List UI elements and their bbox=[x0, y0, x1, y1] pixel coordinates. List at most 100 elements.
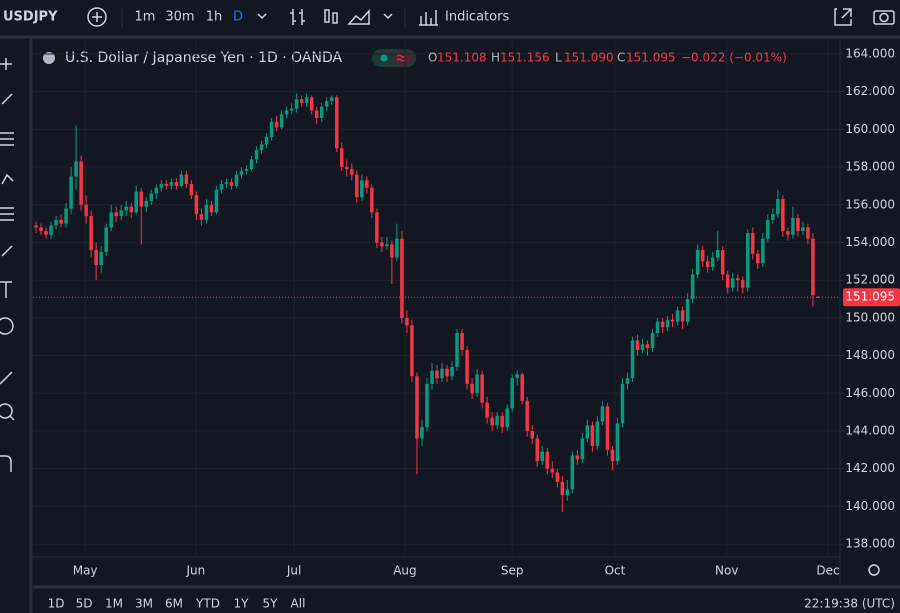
add-symbol[interactable] bbox=[87, 7, 107, 27]
candle-body bbox=[665, 319, 670, 328]
range-button[interactable]: YTD bbox=[195, 597, 220, 611]
candle-body bbox=[254, 150, 259, 160]
candle-body bbox=[420, 427, 424, 439]
candle-body bbox=[209, 204, 214, 213]
candle-body bbox=[234, 174, 239, 186]
candle-body bbox=[370, 187, 374, 213]
range-button[interactable]: 3M bbox=[135, 597, 153, 611]
interval-button[interactable]: D bbox=[233, 10, 243, 25]
candle-body bbox=[766, 219, 770, 239]
chart-type-icons[interactable] bbox=[290, 9, 393, 25]
candle-body bbox=[490, 417, 494, 426]
candle-body bbox=[776, 199, 780, 215]
candle-body bbox=[645, 344, 650, 349]
range-button[interactable]: 1D bbox=[48, 597, 65, 611]
candle-body bbox=[264, 136, 269, 145]
candle-body bbox=[450, 366, 454, 377]
candle-body bbox=[525, 400, 529, 431]
candle-body bbox=[44, 231, 48, 235]
range-button[interactable]: All bbox=[291, 597, 306, 611]
ohlc-key: C bbox=[617, 51, 625, 65]
candle-body bbox=[89, 216, 93, 250]
candle-body bbox=[786, 231, 790, 235]
drawing-tools[interactable] bbox=[0, 58, 15, 472]
candle-body bbox=[314, 110, 319, 119]
candle-body bbox=[675, 310, 680, 322]
candle-body bbox=[796, 217, 800, 232]
candle-body bbox=[289, 108, 294, 111]
candle-body bbox=[625, 378, 630, 384]
interval-button[interactable]: 30m bbox=[165, 10, 194, 25]
candle-body bbox=[154, 187, 159, 194]
candle-body bbox=[244, 168, 249, 171]
candle-body bbox=[440, 368, 444, 379]
candle-body bbox=[309, 97, 314, 111]
candle-body bbox=[535, 438, 540, 462]
candle-body bbox=[355, 174, 359, 198]
candle-body bbox=[550, 468, 555, 473]
range-button[interactable]: 1M bbox=[105, 597, 123, 611]
candle-body bbox=[505, 408, 509, 428]
candle-body bbox=[184, 174, 189, 185]
candle-body bbox=[741, 280, 745, 288]
interval-button[interactable]: 1m bbox=[135, 10, 156, 25]
candle-body bbox=[635, 340, 640, 350]
candle-body bbox=[134, 191, 139, 213]
symbol[interactable]: USDJPY bbox=[3, 10, 58, 25]
candle-body bbox=[34, 225, 38, 228]
candle-body bbox=[715, 249, 720, 258]
candle-body bbox=[124, 206, 128, 211]
y-tick-label: 144.000 bbox=[845, 423, 895, 437]
range-button[interactable]: 5D bbox=[76, 597, 93, 611]
snapshot-buttons[interactable] bbox=[834, 8, 895, 26]
candle-body bbox=[630, 340, 635, 379]
candle-body bbox=[430, 370, 434, 384]
x-tick-label: Jun bbox=[186, 564, 206, 578]
interval-dropdown[interactable] bbox=[257, 13, 267, 20]
candle-body bbox=[585, 425, 590, 439]
y-tick-label: 156.000 bbox=[845, 197, 895, 211]
candle-body bbox=[164, 184, 169, 186]
ohlc-value: 151.108 bbox=[437, 51, 487, 65]
candle-body bbox=[149, 193, 154, 201]
candle-body bbox=[284, 110, 289, 115]
candle-body bbox=[269, 121, 274, 137]
candle-body bbox=[540, 451, 545, 462]
candle-body bbox=[249, 159, 254, 169]
candle-body bbox=[480, 374, 484, 403]
candle-body bbox=[700, 249, 705, 262]
top-toolbar bbox=[0, 0, 900, 36]
candle-body bbox=[39, 227, 43, 232]
candle-body bbox=[380, 242, 384, 247]
y-tick-label: 150.000 bbox=[845, 310, 895, 324]
candle-body bbox=[595, 421, 600, 447]
range-button[interactable]: 5Y bbox=[263, 597, 279, 611]
candle-body bbox=[84, 204, 88, 217]
range-button[interactable]: 6M bbox=[165, 597, 183, 611]
indicators-icon[interactable] bbox=[419, 10, 438, 26]
ohlc-key: H bbox=[491, 51, 500, 65]
candle-body bbox=[365, 180, 369, 188]
candle-body bbox=[104, 227, 108, 252]
change-value: −0.022 (−0.01%) bbox=[681, 51, 787, 65]
candle-body bbox=[640, 344, 645, 350]
candle-body bbox=[475, 374, 479, 394]
interval-button[interactable]: 1h bbox=[206, 10, 223, 25]
candle-body bbox=[410, 325, 414, 377]
candle-body bbox=[119, 210, 123, 217]
candle-body bbox=[575, 455, 580, 460]
y-tick-label: 152.000 bbox=[845, 273, 895, 287]
candle-body bbox=[495, 415, 499, 426]
status-pill[interactable] bbox=[372, 49, 416, 67]
range-button[interactable]: 1Y bbox=[234, 597, 250, 611]
y-tick-label: 154.000 bbox=[845, 235, 895, 249]
candle-body bbox=[520, 374, 524, 401]
candle-body bbox=[194, 195, 199, 215]
candle-body bbox=[710, 257, 715, 267]
candle-body bbox=[239, 170, 244, 175]
candle-body bbox=[159, 184, 164, 188]
indicators-button[interactable]: Indicators bbox=[445, 10, 509, 25]
candle-body bbox=[650, 332, 655, 349]
candle-body bbox=[756, 253, 760, 264]
